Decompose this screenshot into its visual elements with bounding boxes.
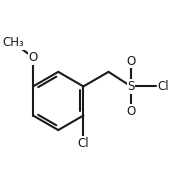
Text: O: O (126, 55, 136, 68)
Text: S: S (127, 80, 135, 93)
Text: Cl: Cl (158, 80, 169, 93)
Text: CH₃: CH₃ (2, 36, 24, 49)
Text: Cl: Cl (78, 137, 89, 150)
Text: O: O (126, 105, 136, 118)
Text: O: O (28, 51, 38, 64)
